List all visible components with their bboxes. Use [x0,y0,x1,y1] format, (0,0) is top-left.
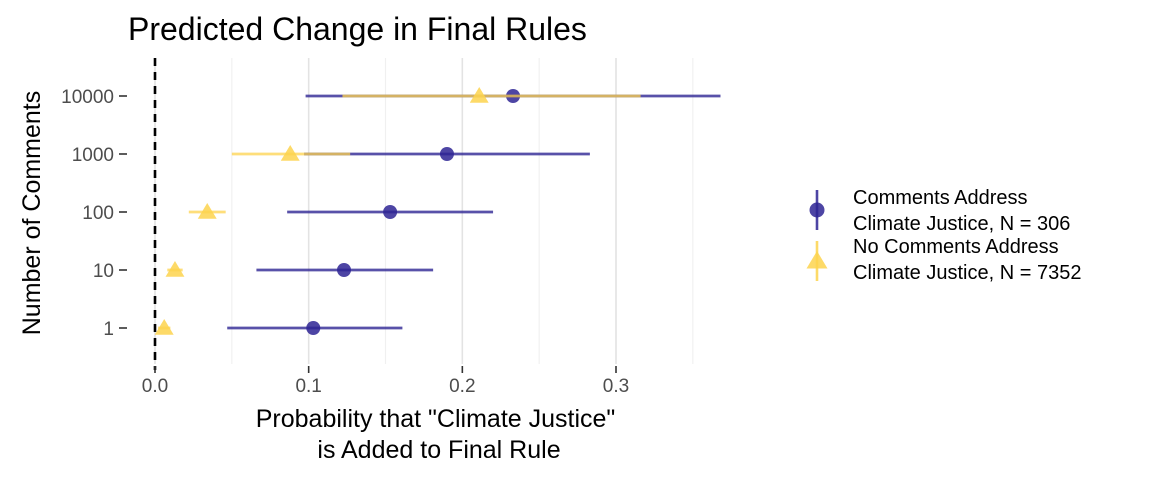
y-axis-ticks: 1 10 100 1000 10000 [61,87,127,340]
data-marks [154,87,721,335]
y-axis-title: Number of Comments [18,91,46,336]
series-comments-address [227,89,721,335]
point-circle [439,147,454,161]
x-tick-label: 0.2 [449,376,475,397]
point-circle [306,321,321,335]
legend-key-triangle [806,251,828,269]
y-tick-label: 10000 [61,87,114,108]
legend-key-comments-address [809,190,825,230]
point-triangle [469,87,489,103]
x-tick-label: 0.3 [603,376,629,397]
legend-label: No Comments Address Climate Justice, N = … [853,236,1081,284]
x-tick-label: 0.0 [142,376,168,397]
y-tick-label: 1000 [72,145,114,166]
x-axis-title-line-1: Probability that "Climate Justice" [256,405,616,433]
point-circle [337,263,352,277]
x-axis-title: Probability that "Climate Justice" is Ad… [256,405,623,464]
series-no-comments-address [154,87,641,335]
y-tick-label: 100 [82,203,114,224]
point-triangle [280,145,300,161]
legend-label-line-2: Climate Justice, N = 306 [853,213,1070,235]
point-triangle [165,261,185,277]
x-axis-title-line-2: is Added to Final Rule [317,436,560,464]
legend: Comments Address Climate Justice, N = 306… [806,187,1081,284]
legend-label-line-1: Comments Address [853,187,1028,209]
x-tick-label: 0.1 [295,376,321,397]
y-tick-label: 10 [93,261,114,282]
legend-label: Comments Address Climate Justice, N = 306 [853,187,1070,235]
x-axis-ticks: 0.0 0.1 0.2 0.3 [142,366,629,397]
legend-label-line-1: No Comments Address [853,236,1059,258]
point-circle [383,205,398,219]
legend-label-line-2: Climate Justice, N = 7352 [853,262,1081,284]
y-tick-label: 1 [103,319,114,340]
point-triangle [154,319,174,335]
chart-title: Predicted Change in Final Rules [128,11,587,47]
legend-key-circle [809,202,825,218]
legend-key-no-comments-address [806,241,828,281]
point-triangle [197,203,217,219]
